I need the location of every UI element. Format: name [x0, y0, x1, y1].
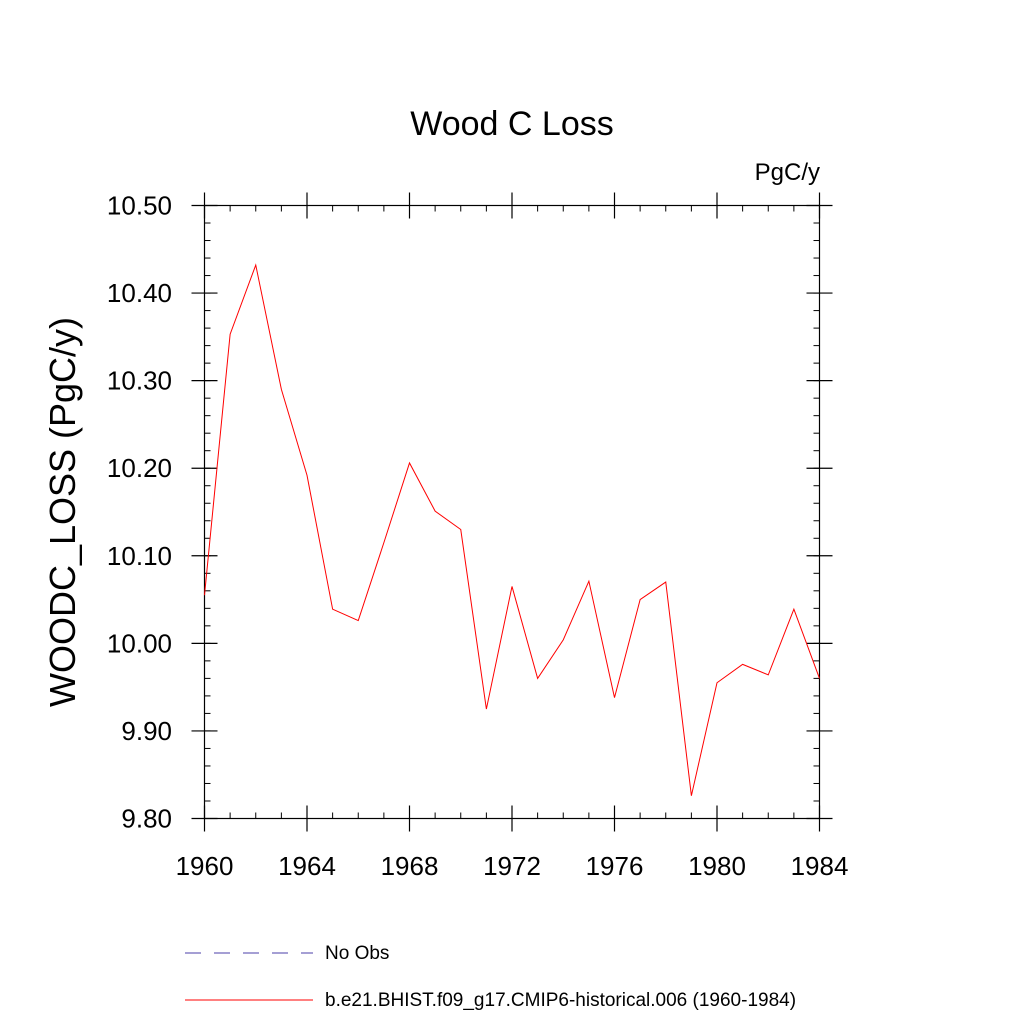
data-point: [640, 599, 641, 600]
x-tick-label: 1984: [791, 851, 849, 881]
y-tick-label: 9.90: [121, 716, 172, 746]
x-tick-label: 1960: [176, 851, 234, 881]
data-point: [614, 697, 615, 698]
y-tick-label: 10.00: [107, 628, 172, 658]
x-tick-label: 1968: [381, 851, 439, 881]
x-tick-label: 1964: [278, 851, 336, 881]
data-point: [306, 475, 307, 476]
y-tick-label: 10.30: [107, 366, 172, 396]
minor-ticks: [204, 205, 820, 819]
data-point: [537, 678, 538, 679]
x-tick-label: 1972: [483, 851, 541, 881]
data-point: [768, 674, 769, 675]
y-tick-label: 10.20: [107, 453, 172, 483]
data-point: [511, 586, 512, 587]
x-tick-label: 1980: [688, 851, 746, 881]
data-point: [563, 639, 564, 640]
data-point: [204, 595, 205, 596]
data-point: [486, 708, 487, 709]
legend-label-historical: b.e21.BHIST.f09_g17.CMIP6-historical.006…: [325, 990, 796, 1011]
data-point: [742, 664, 743, 665]
data-point: [281, 389, 282, 390]
y-tick-label: 10.50: [107, 191, 172, 221]
data-point: [383, 542, 384, 543]
data-point: [332, 609, 333, 610]
chart-title: Wood C Loss: [410, 105, 613, 143]
data-point: [230, 334, 231, 335]
legend: No Obs b.e21.BHIST.f09_g17.CMIP6-histori…: [185, 943, 796, 1011]
units-label: PgC/y: [755, 159, 820, 186]
data-point: [665, 581, 666, 582]
data-point: [409, 462, 410, 463]
y-tick-labels: 9.80 9.90 10.00 10.10 10.20 10.30 10.40 10.50: [107, 191, 172, 834]
x-tick-labels: 1960 1964 1968 1972 1976 1980 1984: [176, 851, 849, 881]
data-point: [255, 264, 256, 265]
plot-frame: [203, 204, 821, 820]
series-layer: [204, 263, 820, 796]
legend-label-no-obs: No Obs: [325, 943, 389, 964]
major-ticks: [191, 192, 833, 832]
data-point: [819, 678, 820, 679]
data-point: [588, 581, 589, 582]
data-point: [460, 529, 461, 530]
data-point: [435, 511, 436, 512]
x-tick-label: 1976: [586, 851, 644, 881]
y-tick-label: 10.40: [107, 278, 172, 308]
data-point: [358, 620, 359, 621]
y-tick-label: 9.80: [121, 804, 172, 834]
y-axis-label: WOODC_LOSS (PgC/y): [42, 317, 83, 707]
series-line: [204, 263, 820, 796]
data-point: [716, 682, 717, 683]
data-point: [793, 609, 794, 610]
y-tick-label: 10.10: [107, 541, 172, 571]
data-point: [691, 795, 692, 796]
